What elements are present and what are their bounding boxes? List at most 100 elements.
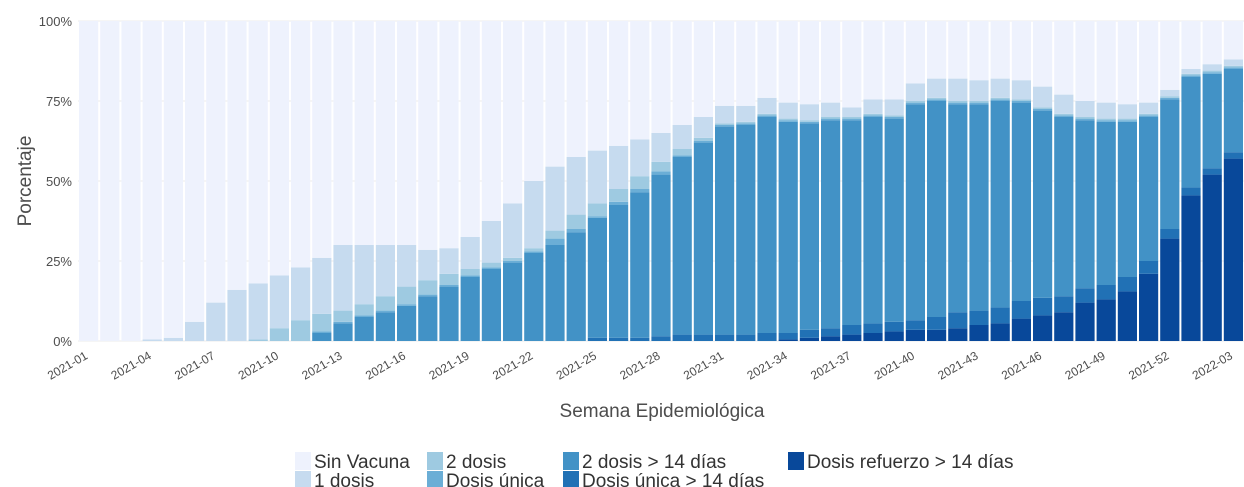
bar-segment xyxy=(524,248,544,252)
bar-segment xyxy=(969,21,989,81)
bar-segment xyxy=(715,105,735,124)
bar-segment xyxy=(651,133,671,162)
bar-segment xyxy=(397,21,417,245)
y-tick-label: 0% xyxy=(53,334,72,349)
bar-segment xyxy=(990,78,1010,98)
bar-segment xyxy=(587,21,607,151)
legend-label: Sin Vacuna xyxy=(314,452,410,473)
bar-segment xyxy=(1223,67,1243,69)
bar-segment xyxy=(418,249,438,281)
bar-segment xyxy=(1011,301,1031,319)
bar-segment xyxy=(545,166,565,231)
bar-segment xyxy=(884,21,904,100)
bar-segment xyxy=(354,304,374,316)
bar-segment xyxy=(609,21,629,146)
bar-segment xyxy=(905,104,925,321)
bar-segment xyxy=(375,296,395,311)
bar-segment xyxy=(1117,120,1137,122)
bar-segment xyxy=(863,99,883,114)
bar-segment xyxy=(884,118,904,322)
x-tick-label: 2021-28 xyxy=(617,348,662,382)
bar-segment xyxy=(693,117,713,138)
bar-segment xyxy=(1202,64,1222,71)
bar-segment xyxy=(990,97,1010,100)
bar-segment xyxy=(227,21,247,290)
bar-segment xyxy=(312,257,332,314)
bar-segment xyxy=(927,317,947,330)
bar-segment xyxy=(1011,102,1031,301)
bar-segment xyxy=(1139,261,1159,274)
bar-segment xyxy=(587,203,607,217)
bar-segment xyxy=(1223,65,1243,68)
bar-segment xyxy=(651,174,671,337)
x-tick-label: 2021-07 xyxy=(172,348,217,382)
bar-segment xyxy=(715,126,735,335)
bar-segment xyxy=(736,105,756,122)
bar-segment xyxy=(312,21,332,258)
bar-segment xyxy=(672,125,692,149)
bar-segment xyxy=(672,334,692,341)
bar-segment xyxy=(1033,297,1053,316)
bar-segment xyxy=(736,123,756,125)
legend-label: 1 dosis xyxy=(314,471,374,487)
bar-segment xyxy=(397,245,417,287)
bar-segment xyxy=(821,21,841,103)
bar-segment xyxy=(884,115,904,117)
bar-segment xyxy=(418,280,438,295)
bar-segment xyxy=(1054,94,1074,114)
bar-segment xyxy=(248,283,268,340)
bar-segment xyxy=(715,125,735,127)
bar-segment xyxy=(927,21,947,79)
bar-segment xyxy=(503,261,523,263)
bar-segment xyxy=(799,123,819,330)
x-tick-label: 2021-46 xyxy=(999,348,1044,382)
bar-segment xyxy=(545,230,565,239)
bar-segment xyxy=(1011,80,1031,100)
bar-segment xyxy=(1011,21,1031,81)
bar-segment xyxy=(863,333,883,341)
bar-segment xyxy=(418,294,438,297)
bar-segment xyxy=(757,117,777,333)
legend-swatch xyxy=(563,471,579,487)
bar-segment xyxy=(609,189,629,202)
bar-segment xyxy=(397,286,417,305)
bar-segment xyxy=(1160,99,1180,230)
bar-segment xyxy=(630,192,650,338)
bar-segment xyxy=(460,275,480,277)
legend-swatch xyxy=(563,452,579,470)
bar-segment xyxy=(969,104,989,311)
bar-segment xyxy=(884,117,904,119)
bar-segment xyxy=(969,310,989,325)
y-tick-label: 100% xyxy=(39,14,73,29)
bar-segment xyxy=(460,277,480,341)
bar-segment xyxy=(566,232,586,341)
bar-segment xyxy=(609,145,629,189)
bar-segment xyxy=(566,157,586,215)
bar-segment xyxy=(990,307,1010,324)
bar-segment xyxy=(1160,96,1180,98)
bar-segment xyxy=(269,328,289,341)
bar-segment xyxy=(100,21,120,341)
bar-segment xyxy=(630,139,650,177)
x-tick-label: 2021-40 xyxy=(872,348,917,382)
bar-segment xyxy=(842,120,862,325)
bar-segment xyxy=(715,334,735,341)
bar-segment xyxy=(990,101,1010,308)
bar-segment xyxy=(672,157,692,335)
bar-segment xyxy=(948,312,968,329)
bar-segment xyxy=(1160,97,1180,100)
bar-segment xyxy=(269,275,289,329)
bar-segment xyxy=(1096,102,1116,119)
bar-segment xyxy=(481,21,501,221)
bar-segment xyxy=(545,245,565,341)
bar-segment xyxy=(842,21,862,108)
bar-segment xyxy=(587,150,607,204)
bar-segment xyxy=(672,21,692,125)
bar-segment xyxy=(778,120,798,122)
bar-segment xyxy=(651,161,671,172)
bar-segment xyxy=(1117,291,1137,341)
bar-segment xyxy=(1223,158,1243,341)
bar-segment xyxy=(1139,117,1159,261)
legend-swatch xyxy=(788,452,804,470)
bar-segment xyxy=(990,21,1010,79)
